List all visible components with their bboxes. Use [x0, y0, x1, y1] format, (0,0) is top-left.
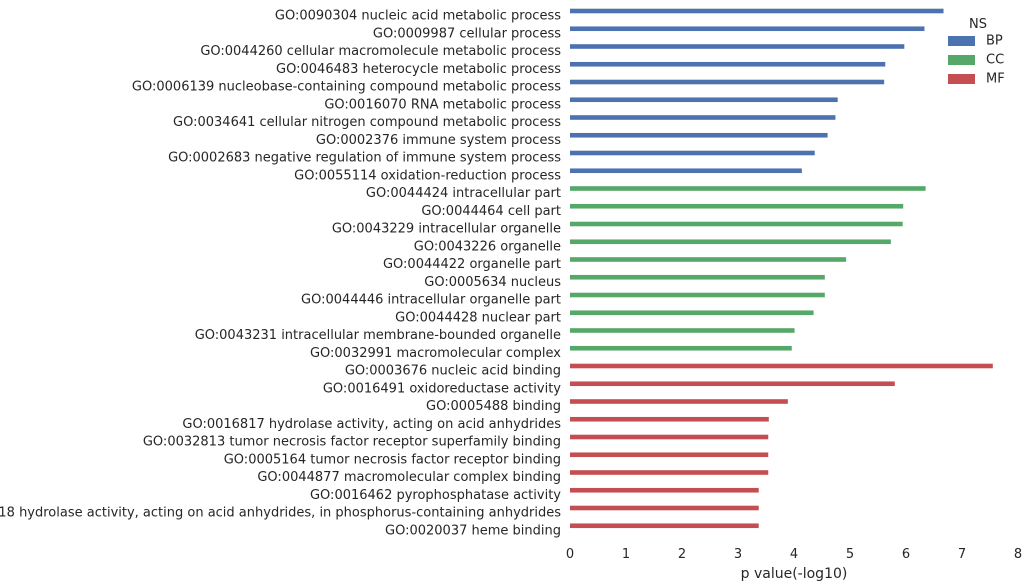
- category-label: GO:0034641 cellular nitrogen compound me…: [173, 115, 561, 130]
- bar-cc: [570, 257, 847, 262]
- bar-bp: [570, 8, 944, 14]
- category-label: GO:0005164 tumor necrosis factor recepto…: [224, 452, 561, 467]
- legend-label-bp: BP: [986, 34, 1003, 49]
- category-label: GO:0020037 heme binding: [385, 523, 561, 538]
- bar-cc: [570, 345, 792, 351]
- bar-mf: [570, 434, 769, 440]
- category-label: GO:0006139 nucleobase-containing compoun…: [132, 80, 561, 95]
- legend-swatch-bp: [948, 36, 975, 46]
- x-axis-label: p value(-log10): [741, 566, 848, 582]
- category-label: GO:0002376 immune system process: [316, 133, 561, 148]
- category-label: GO:0016817 hydrolase activity, acting on…: [182, 417, 561, 432]
- category-label: GO:0055114 oxidation-reduction process: [294, 168, 561, 183]
- category-label: GO:0043229 intracellular organelle: [332, 222, 561, 237]
- category-label: GO:0005488 binding: [426, 399, 561, 414]
- bar-cc: [570, 203, 904, 209]
- bar-cc: [570, 239, 891, 245]
- category-label: GO:0032991 macromolecular complex: [310, 346, 561, 361]
- x-tick-label: 2: [678, 547, 686, 562]
- bar-bp: [570, 115, 836, 120]
- bar-mf: [570, 523, 759, 529]
- x-tick-label: 5: [846, 547, 854, 562]
- legend-title: NS: [969, 17, 987, 32]
- bar-cc: [570, 186, 926, 191]
- bar-mf: [570, 416, 769, 422]
- category-label: GO:0044428 nuclear part: [395, 310, 561, 325]
- bar-bp: [570, 44, 905, 49]
- x-tick-label: 4: [790, 547, 798, 562]
- category-label: GO:0044877 macromolecular complex bindin…: [257, 470, 561, 485]
- legend: NS BP CC MF: [948, 17, 1005, 87]
- category-label: GO:0044422 organelle part: [383, 257, 561, 272]
- category-label: GO:0043226 organelle: [414, 239, 561, 254]
- bar-bp: [570, 26, 925, 32]
- category-label: GO:0016462 pyrophosphatase activity: [310, 488, 561, 503]
- bar-cc: [570, 221, 903, 227]
- category-label: GO:0016491 oxidoreductase activity: [323, 381, 561, 396]
- bar-mf: [570, 452, 769, 458]
- category-label: GO:0044446 intracellular organelle part: [301, 293, 561, 308]
- bar-mf: [570, 505, 759, 511]
- bars-group: [570, 8, 993, 529]
- category-label: GO:0046483 heterocycle metabolic process: [276, 62, 561, 77]
- bar-cc: [570, 274, 825, 280]
- category-label: GO:0032813 tumor necrosis factor recepto…: [143, 435, 561, 450]
- category-label: GO:0044464 cell part: [421, 204, 561, 219]
- bar-bp: [570, 61, 886, 67]
- bar-mf: [570, 363, 993, 369]
- legend-swatch-cc: [948, 55, 975, 65]
- legend-label-mf: MF: [986, 72, 1005, 87]
- bar-mf: [570, 487, 759, 493]
- category-label: GO:0044424 intracellular part: [366, 186, 561, 201]
- category-label: GO:0002683 negative regulation of immune…: [168, 151, 561, 166]
- bar-bp: [570, 168, 802, 174]
- x-tick-label: 6: [902, 547, 910, 562]
- bar-mf: [570, 470, 769, 475]
- bar-mf: [570, 381, 895, 387]
- bar-cc: [570, 328, 795, 333]
- x-axis-ticks: 0 1 2 3 4 5 6 7 8: [566, 547, 1022, 562]
- category-label: GO:0090304 nucleic acid metabolic proces…: [275, 9, 561, 24]
- x-tick-label: 0: [566, 547, 574, 562]
- category-label: GO:0016818 hydrolase activity, acting on…: [0, 506, 561, 521]
- bar-bp: [570, 79, 885, 85]
- x-tick-label: 8: [1014, 547, 1022, 562]
- legend-label-cc: CC: [986, 53, 1004, 68]
- x-tick-label: 3: [734, 547, 742, 562]
- bar-cc: [570, 310, 814, 316]
- category-label: GO:0003676 nucleic acid binding: [345, 364, 561, 379]
- category-label: GO:0005634 nucleus: [424, 275, 561, 290]
- category-label: GO:0016070 RNA metabolic process: [324, 97, 561, 112]
- bar-bp: [570, 150, 815, 156]
- category-label: GO:0044260 cellular macromolecule metabo…: [200, 44, 561, 59]
- category-labels: GO:0090304 nucleic acid metabolic proces…: [0, 9, 561, 539]
- bar-cc: [570, 292, 825, 298]
- legend-swatch-mf: [948, 74, 975, 84]
- bar-bp: [570, 132, 828, 138]
- bar-mf: [570, 399, 788, 404]
- x-tick-label: 7: [958, 547, 966, 562]
- category-label: GO:0043231 intracellular membrane-bounde…: [195, 328, 561, 343]
- bar-bp: [570, 97, 838, 103]
- category-label: GO:0009987 cellular process: [373, 26, 561, 41]
- x-tick-label: 1: [622, 547, 630, 562]
